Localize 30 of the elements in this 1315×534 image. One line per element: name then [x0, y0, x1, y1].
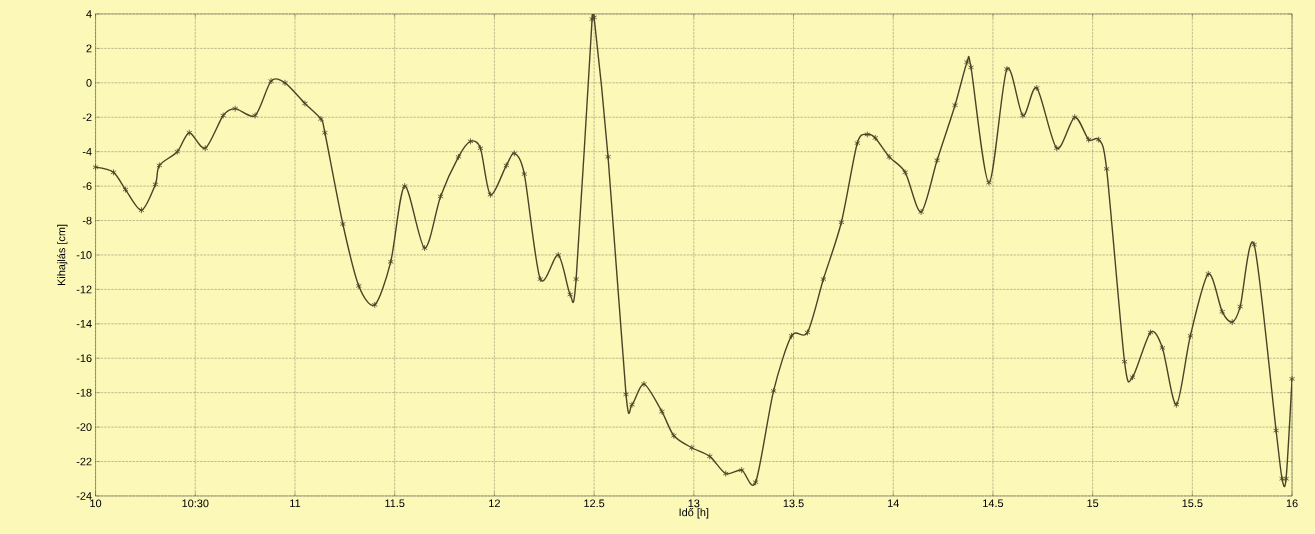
x-tick-label: 13.5: [783, 499, 804, 508]
x-tick-label: 13: [688, 499, 700, 508]
y-tick-label: -14: [76, 320, 92, 328]
y-tick-label: -2: [82, 113, 92, 122]
y-tick-label: 0: [86, 79, 92, 87]
y-tick-label: -20: [76, 423, 92, 432]
x-tick-label: 14: [887, 499, 899, 508]
x-tick-label: 15: [1087, 499, 1099, 508]
y-tick-label: -6: [82, 182, 92, 191]
x-tick-label: 11: [290, 499, 301, 508]
x-tick-label: 12.5: [584, 499, 605, 508]
x-tick-label: 10: [90, 499, 102, 508]
x-tick-label: 16: [1286, 499, 1298, 508]
x-axis-title: Idő [h]: [679, 508, 709, 519]
y-tick-label: -4: [82, 147, 92, 156]
y-tick-label: -12: [76, 285, 92, 294]
y-tick-label: -22: [76, 457, 92, 466]
y-axis-title: Kihajlás [cm]: [57, 224, 68, 286]
x-tick-label: 10:30: [182, 499, 209, 508]
y-tick-label: -8: [82, 216, 92, 225]
y-tick-label: 2: [86, 44, 92, 53]
x-tick-label: 11.5: [385, 499, 405, 508]
x-tick-label: 12: [489, 499, 500, 508]
y-tick-label: -16: [76, 354, 92, 363]
y-tick-label: -10: [76, 251, 92, 259]
y-tick-label: -18: [76, 388, 92, 397]
y-tick-label: -24: [76, 492, 92, 500]
y-tick-label: 4: [86, 10, 92, 18]
x-tick-label: 14.5: [983, 499, 1004, 508]
x-tick-label: 15.5: [1182, 499, 1203, 508]
